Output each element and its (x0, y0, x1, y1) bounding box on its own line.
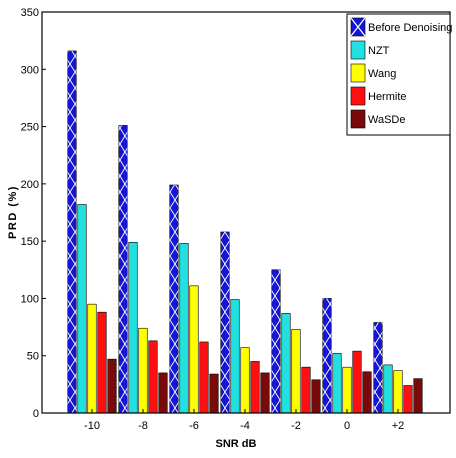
legend: Before Denoising NZT Wang Hermite WaSDe (346, 13, 452, 136)
y-tick-label: 250 (21, 122, 39, 134)
bar-wang-+2 (393, 370, 403, 414)
bar-nzt--2 (281, 313, 291, 414)
y-tick-label: 200 (21, 179, 39, 191)
bar-nzt--6 (179, 243, 189, 414)
legend-label: Wang (368, 68, 396, 80)
x-tick-label: 0 (344, 420, 350, 432)
bar-nzt--8 (128, 241, 138, 414)
legend-label: WaSDe (368, 114, 406, 126)
legend-label: NZT (368, 45, 390, 57)
bar-wasde--6 (209, 373, 219, 414)
bar-wang--4 (240, 347, 250, 414)
x-tick-label: +2 (392, 420, 405, 432)
bar-wasde--4 (260, 372, 270, 414)
legend-swatch-wang (350, 63, 366, 83)
y-tick-label: 150 (21, 236, 39, 248)
legend-swatch-nzt (350, 40, 366, 60)
y-tick-label: 300 (21, 64, 39, 76)
bar-wasde-0 (362, 371, 372, 414)
bar-hatch--2 (271, 269, 281, 413)
bar-hatch--8 (118, 125, 128, 414)
bar-nzt-0 (332, 353, 342, 414)
bar-hatch--10 (67, 50, 77, 413)
bar-hatch-+2 (373, 322, 383, 413)
x-axis-title: SNR dB (216, 438, 257, 450)
legend-label: Hermite (368, 91, 407, 103)
y-tick-label: 350 (21, 7, 39, 19)
x-tick-label: -4 (240, 420, 250, 432)
bar-nzt--10 (77, 204, 87, 414)
axes-layer (41, 11, 451, 414)
bar-wang--10 (87, 303, 97, 414)
x-tick-label: -2 (291, 420, 301, 432)
bar-wang--6 (189, 285, 199, 414)
x-tick-label: -10 (84, 420, 100, 432)
bar-hermite-0 (352, 350, 362, 414)
bar-wasde--10 (107, 358, 117, 414)
bar-hermite--4 (250, 361, 260, 414)
legend-label: Before Denoising (368, 22, 452, 34)
bar-nzt-+2 (383, 364, 393, 414)
bar-nzt--4 (230, 299, 240, 414)
y-tick-label: 0 (33, 408, 39, 420)
bar-hermite-+2 (403, 385, 413, 414)
y-tick-label: 100 (21, 293, 39, 305)
bar-hermite--10 (97, 311, 107, 414)
bar-hermite--8 (148, 340, 158, 414)
legend-swatch-wasde (350, 109, 366, 129)
bar-wasde-+2 (413, 378, 423, 414)
x-tick-label: -6 (189, 420, 199, 432)
bar-wang-0 (342, 366, 352, 414)
bar-hatch-0 (322, 298, 332, 413)
bar-hatch--4 (220, 231, 230, 413)
x-tick-label: -8 (138, 420, 148, 432)
legend-swatch-hermite (350, 86, 366, 106)
bar-hermite--6 (199, 341, 209, 414)
bar-wasde--8 (158, 372, 168, 414)
ticks-layer: -10 -8 -6 -4 -2 0 +2 0 50 100 150 200 250 300 350 (21, 7, 405, 432)
bars-layer (67, 50, 423, 414)
legend-swatch-hatch (350, 17, 366, 37)
bar-wang--2 (291, 329, 301, 414)
bar-hermite--2 (301, 366, 311, 414)
y-tick-label: 50 (27, 351, 39, 363)
plot-frame (41, 11, 451, 414)
y-axis-title: PRD (%) (7, 185, 19, 239)
bar-wasde--2 (311, 379, 321, 414)
bar-wang--8 (138, 327, 148, 414)
bar-hatch--6 (169, 185, 179, 413)
